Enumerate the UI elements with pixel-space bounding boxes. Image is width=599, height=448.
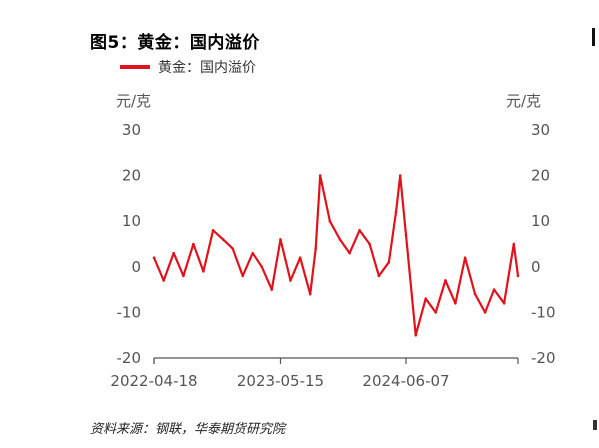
data-point — [398, 174, 402, 177]
chart-title: 图5：黄金：国内溢价 — [90, 33, 260, 53]
y-axis-unit-left: 元/克 — [116, 92, 152, 110]
y-axis-unit-right: 元/克 — [506, 92, 542, 110]
edge-mark — [592, 28, 595, 46]
data-point — [328, 219, 332, 223]
y-tick-label-left: 20 — [122, 167, 141, 185]
data-point — [512, 242, 516, 246]
y-tick-label-left: 30 — [122, 121, 141, 139]
y-tick-label-right: -20 — [531, 349, 556, 367]
data-point — [162, 279, 165, 282]
data-point — [394, 210, 398, 214]
data-point — [251, 251, 255, 255]
x-tick-label: 2024-06-07 — [362, 372, 449, 390]
data-point — [270, 288, 274, 291]
data-point — [241, 274, 245, 278]
x-tick-label: 2022-04-18 — [110, 372, 197, 390]
y-ticks-right: 30 20 10 0 -10 -20 — [531, 121, 556, 367]
legend-label: 黄金：国内溢价 — [158, 60, 256, 76]
legend-swatch — [120, 65, 150, 69]
data-point — [298, 256, 302, 259]
data-point — [231, 247, 235, 250]
data-point — [434, 311, 438, 314]
data-point — [454, 301, 457, 305]
data-point — [172, 251, 175, 255]
y-ticks-left: 30 20 10 0 -10 -20 — [117, 121, 142, 367]
y-tick-label-left: -20 — [117, 349, 142, 367]
y-tick-label-left: 10 — [122, 212, 141, 230]
data-point — [444, 279, 447, 282]
data-point — [348, 251, 351, 255]
data-point — [260, 265, 264, 269]
legend: 黄金：国内溢价 — [120, 57, 256, 77]
data-point — [308, 292, 312, 296]
data-point — [492, 288, 496, 291]
data-point — [289, 279, 292, 282]
data-point — [279, 238, 282, 241]
data-point — [502, 301, 506, 305]
data-point — [473, 292, 477, 296]
data-point — [182, 274, 185, 278]
series-line — [152, 174, 520, 337]
data-point — [404, 233, 408, 237]
y-tick-label-right: 10 — [531, 212, 550, 230]
y-tick-label-right: 30 — [531, 121, 550, 139]
y-tick-label-right: -10 — [531, 303, 556, 321]
y-tick-label-left: -10 — [117, 303, 142, 321]
data-point — [202, 270, 205, 273]
x-ticks: 2022-04-18 2023-05-15 2024-06-07 — [110, 358, 519, 390]
series-group — [152, 174, 520, 337]
data-point — [368, 242, 371, 246]
data-point — [338, 238, 342, 241]
edge-mark-bottom — [593, 420, 597, 430]
data-point — [463, 256, 467, 259]
data-point — [314, 247, 317, 250]
data-point — [516, 274, 520, 278]
y-tick-label-left: 0 — [131, 258, 141, 276]
data-point — [424, 297, 428, 301]
data-point — [377, 274, 381, 278]
y-tick-label-right: 20 — [531, 167, 550, 185]
y-tick-label-right: 0 — [531, 258, 541, 276]
data-point — [192, 242, 195, 246]
data-point — [152, 256, 156, 259]
x-tick-label: 2023-05-15 — [237, 372, 324, 390]
data-point — [318, 174, 322, 177]
data-point — [414, 333, 418, 337]
data-point — [211, 229, 215, 232]
data-point — [483, 311, 487, 314]
source-note: 资料来源：钢联，华泰期货研究院 — [90, 422, 286, 437]
data-point — [221, 238, 225, 241]
data-point — [358, 229, 361, 232]
data-point — [387, 260, 391, 264]
